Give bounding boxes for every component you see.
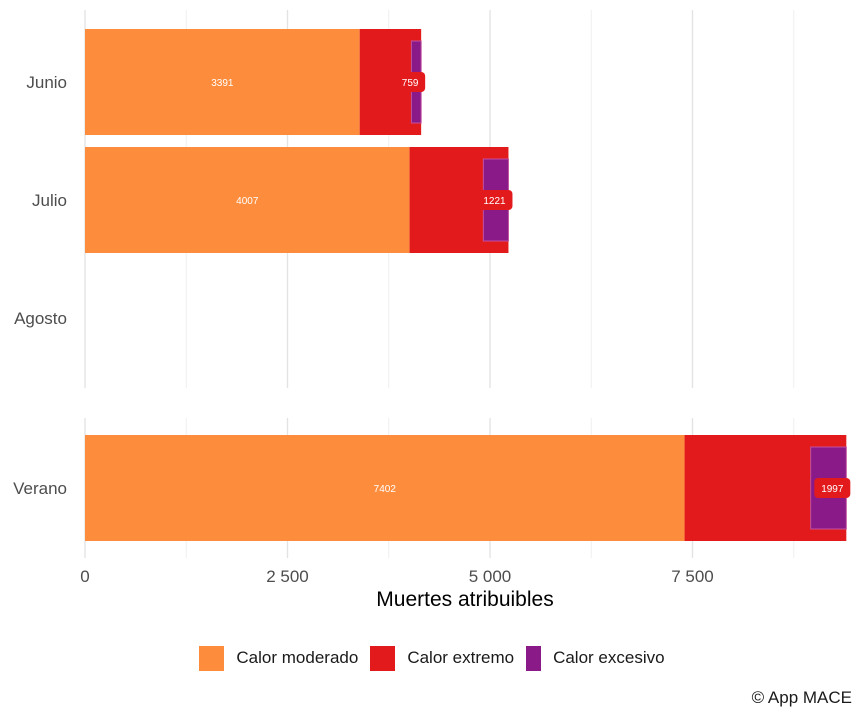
x-axis-title: Muertes atribuibles — [376, 588, 553, 611]
data-label-calor-extremo-julio: 1221 — [483, 196, 506, 207]
legend-label-calor-excesivo: Calor excesivo — [553, 648, 665, 667]
legend-swatch-calor-moderado — [199, 645, 225, 671]
legend-item-calor-excesivo: Calor excesivo — [526, 645, 665, 671]
data-label-calor-extremo-junio: 759 — [402, 78, 419, 89]
bar-calor-moderado-julio — [85, 147, 410, 253]
legend-label-calor-moderado: Calor moderado — [236, 648, 359, 667]
y-tick-label-junio: Junio — [26, 73, 67, 92]
legend-item-calor-extremo: Calor extremo — [370, 645, 515, 671]
data-labels: 3391 759 4007 1221 7402 1997 — [211, 72, 851, 498]
x-tick-label-7500: 7 500 — [671, 567, 714, 586]
bars — [85, 29, 847, 541]
legend-label-calor-extremo: Calor extremo — [407, 648, 515, 667]
data-label-calor-moderado-junio: 3391 — [211, 78, 234, 89]
y-tick-label-julio: Julio — [32, 191, 67, 210]
legend-swatch-calor-extremo — [370, 645, 396, 671]
data-label-calor-extremo-verano: 1997 — [821, 484, 844, 495]
data-label-calor-moderado-julio: 4007 — [236, 196, 259, 207]
x-tick-label-2500: 2 500 — [266, 567, 309, 586]
y-tick-label-agosto: Agosto — [14, 309, 67, 328]
legend: Calor moderado Calor extremo Calor exces… — [0, 644, 864, 672]
data-label-bg-calor-extremo-julio — [476, 190, 513, 210]
data-label-calor-moderado-verano: 7402 — [374, 484, 397, 495]
x-tick-label-5000: 5 000 — [469, 567, 512, 586]
bar-calor-moderado-verano — [85, 435, 685, 541]
caption: © App MACE — [751, 688, 852, 707]
data-label-bg-calor-extremo-junio — [395, 72, 426, 92]
legend-item-calor-moderado: Calor moderado — [199, 645, 359, 671]
legend-swatch-calor-excesivo — [526, 645, 542, 671]
x-tick-label-0: 0 — [80, 567, 89, 586]
axes: Junio Julio Agosto Verano 0 2 500 5 000 7 500 — [13, 73, 714, 586]
bar-calor-moderado-junio — [85, 29, 360, 135]
y-tick-label-verano: Verano — [13, 479, 67, 498]
data-label-bg-calor-extremo-verano — [814, 478, 851, 498]
